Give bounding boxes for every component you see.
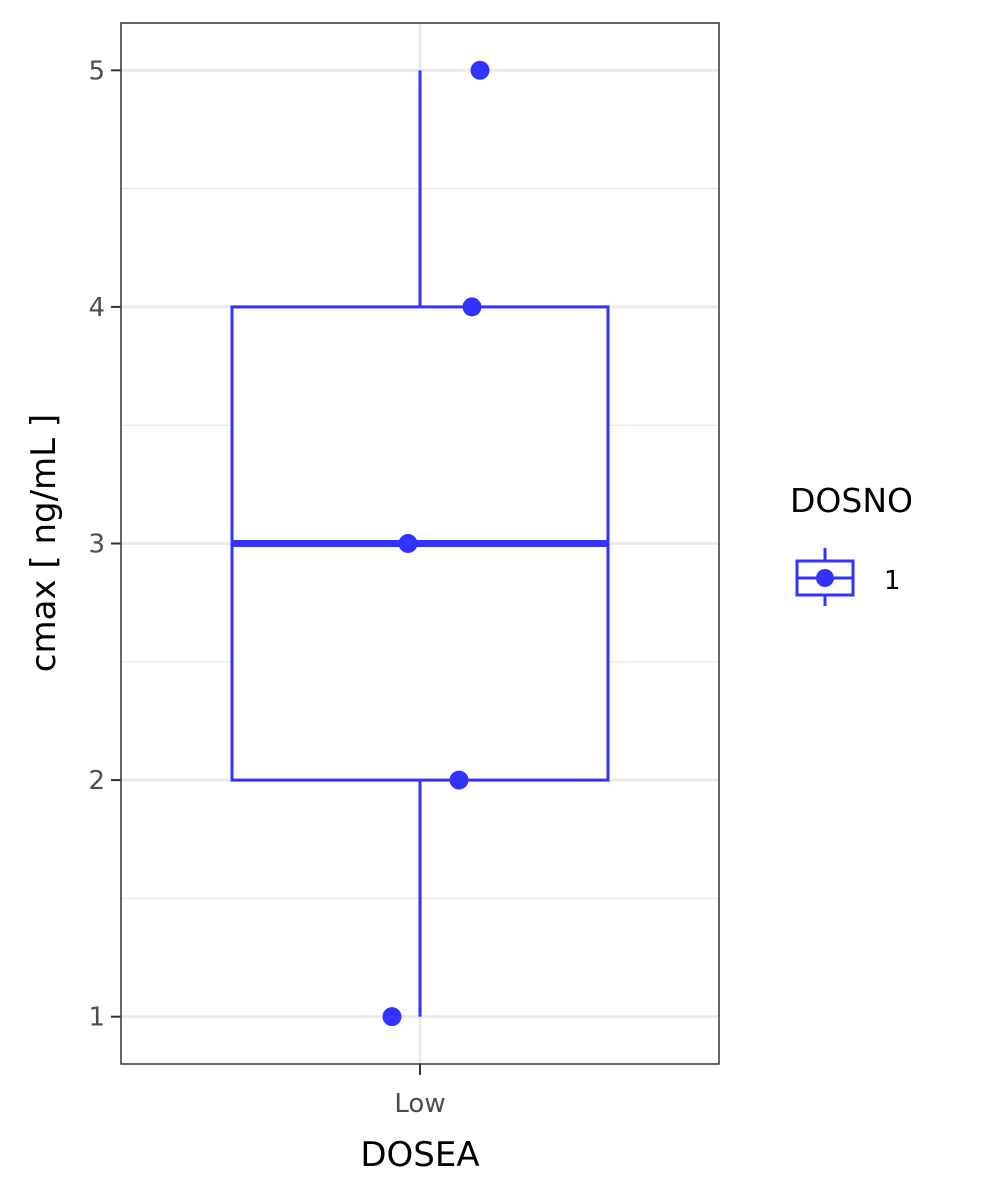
y-tick-label: 4 [88,293,105,323]
x-tick-label: Low [394,1089,445,1119]
boxes-layer [230,70,610,1017]
points-layer [382,60,490,1027]
data-point [398,534,418,553]
x-axis-title: DOSEA [360,1135,479,1175]
y-axis-title: cmax [ ng/mL ] [24,414,64,672]
data-point [449,770,469,790]
data-point [462,297,482,317]
legend-title: DOSNO [790,481,913,520]
x-axis: Low [394,1064,446,1119]
data-point [382,1007,402,1027]
y-tick-label: 1 [88,1003,105,1033]
legend: DOSNO 1 [790,481,913,606]
y-tick-label: 5 [88,56,105,86]
y-tick-label: 3 [88,530,105,560]
data-point [470,60,490,80]
legend-entry-label: 1 [884,566,901,596]
y-axis: 1 2 3 4 5 [88,56,121,1033]
legend-key-box-icon [795,548,855,606]
legend-key-point [816,569,834,587]
y-tick-label: 2 [88,766,105,796]
